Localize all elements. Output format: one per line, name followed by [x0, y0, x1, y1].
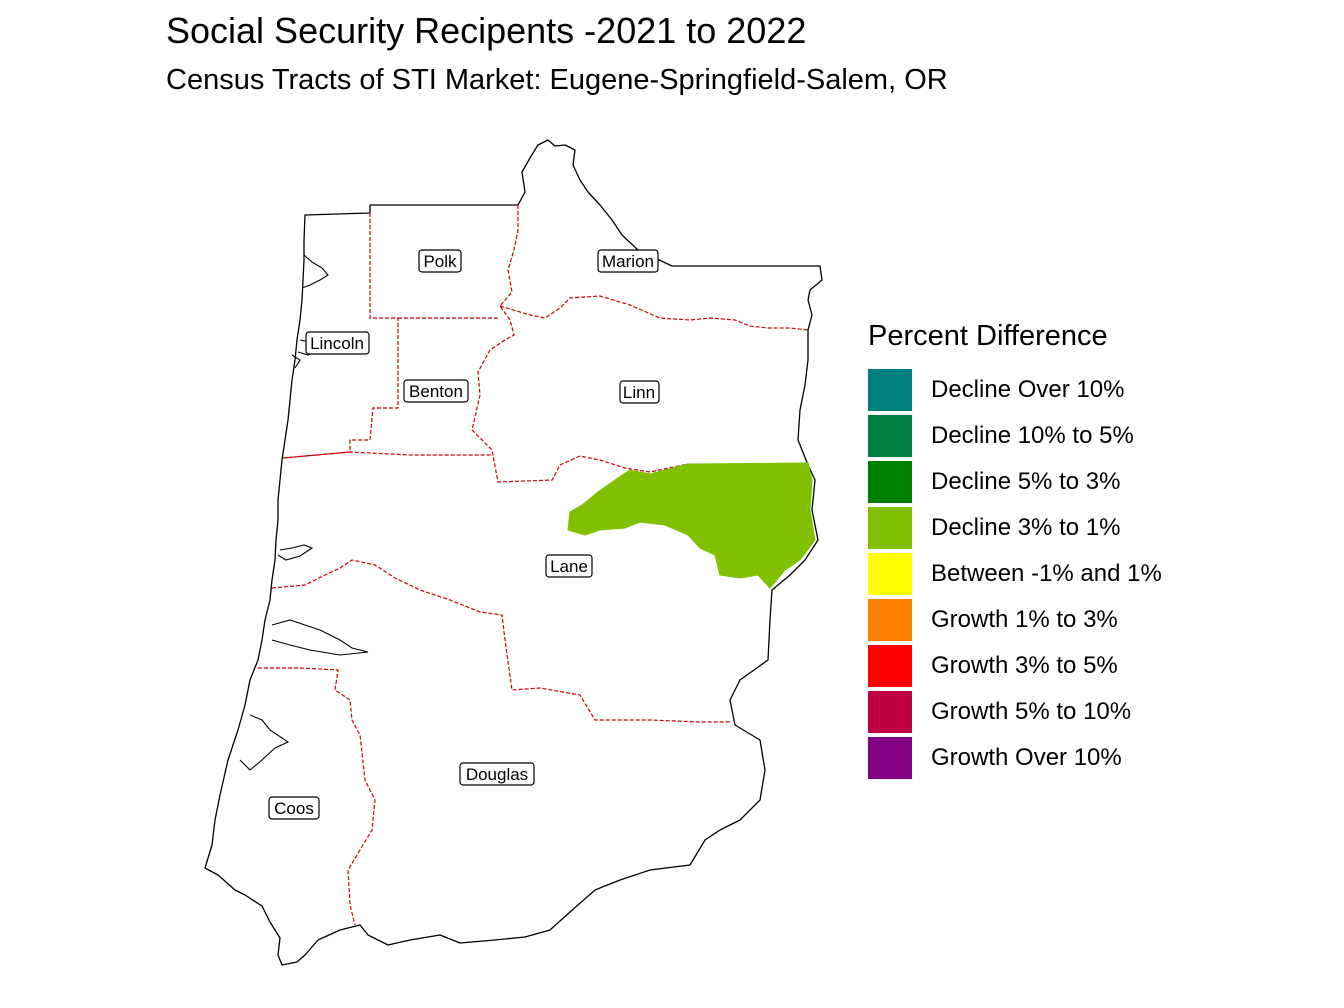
county-label-lane: Lane — [545, 554, 593, 578]
svg-text:Polk: Polk — [423, 252, 457, 271]
legend-label: Growth 5% to 10% — [931, 698, 1132, 725]
legend-items: Decline Over 10% Decline 10% to 5% Decline… — [868, 367, 1208, 781]
svg-text:Coos: Coos — [274, 799, 314, 818]
legend-swatch — [868, 369, 912, 411]
highlighted-tract[interactable] — [567, 462, 816, 589]
legend-label: Between -1% and 1% — [931, 560, 1162, 587]
legend-item: Decline 10% to 5% — [868, 413, 1208, 459]
legend-swatch — [868, 415, 912, 457]
map-title: Social Security Recipents -2021 to 2022 — [166, 10, 807, 51]
legend-item: Growth 5% to 10% — [868, 689, 1208, 735]
legend-item: Growth 1% to 3% — [868, 597, 1208, 643]
legend-item: Growth 3% to 5% — [868, 643, 1208, 689]
county-label-lincoln: Lincoln — [305, 331, 370, 355]
county-label-marion: Marion — [597, 249, 659, 273]
county-label-linn: Linn — [619, 380, 660, 404]
legend-item: Between -1% and 1% — [868, 551, 1208, 597]
legend-label: Growth 1% to 3% — [931, 606, 1118, 633]
legend-swatch — [868, 691, 912, 733]
svg-text:Marion: Marion — [602, 252, 654, 271]
legend-item: Decline Over 10% — [868, 367, 1208, 413]
map-subtitle: Census Tracts of STI Market: Eugene-Spri… — [166, 64, 948, 96]
legend-item: Decline 5% to 3% — [868, 459, 1208, 505]
svg-text:Lane: Lane — [550, 557, 588, 576]
legend-swatch — [868, 553, 912, 595]
legend-swatch — [868, 737, 912, 779]
legend-swatch — [868, 599, 912, 641]
county-label-coos: Coos — [268, 796, 320, 820]
svg-text:Lincoln: Lincoln — [310, 334, 364, 353]
legend-swatch — [868, 507, 912, 549]
legend-swatch — [868, 645, 912, 687]
county-label-benton: Benton — [403, 379, 469, 403]
legend-label: Growth 3% to 5% — [931, 652, 1118, 679]
legend: Percent Difference Decline Over 10% Decli… — [868, 320, 1208, 781]
legend-item: Decline 3% to 1% — [868, 505, 1208, 551]
svg-text:Benton: Benton — [409, 382, 463, 401]
svg-text:Linn: Linn — [623, 383, 655, 402]
legend-label: Decline Over 10% — [931, 376, 1125, 403]
legend-swatch — [868, 461, 912, 503]
county-label-polk: Polk — [418, 249, 462, 273]
legend-item: Growth Over 10% — [868, 735, 1208, 781]
svg-text:Douglas: Douglas — [466, 765, 528, 784]
legend-label: Decline 5% to 3% — [931, 468, 1121, 495]
legend-title: Percent Difference — [868, 320, 1108, 352]
legend-label: Growth Over 10% — [931, 744, 1122, 771]
legend-label: Decline 10% to 5% — [931, 422, 1134, 449]
legend-label: Decline 3% to 1% — [931, 514, 1121, 541]
county-borders — [258, 205, 809, 926]
county-label-douglas: Douglas — [459, 762, 535, 786]
